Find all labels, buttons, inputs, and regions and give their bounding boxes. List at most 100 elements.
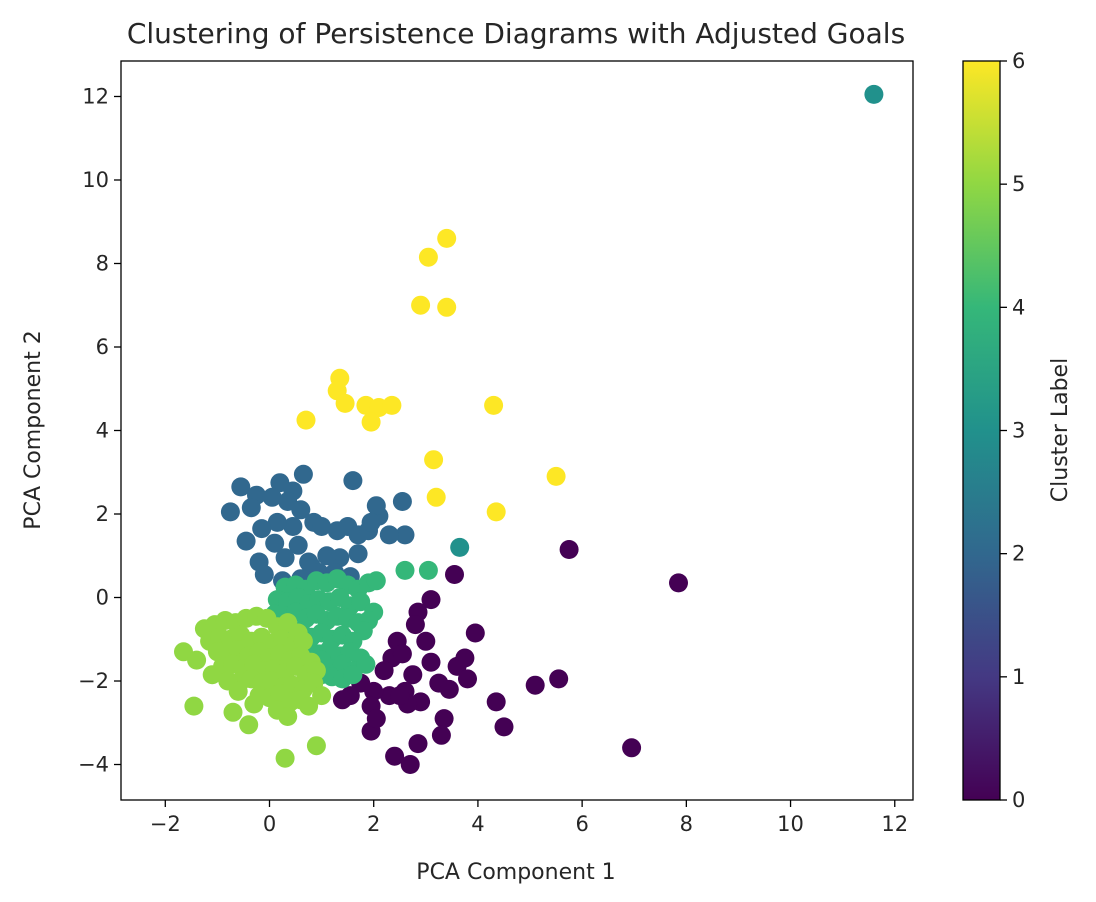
data-point	[361, 412, 381, 432]
cluster-6-points	[296, 228, 566, 522]
data-point	[421, 590, 441, 610]
colorbar-tick-label: 1	[1012, 665, 1025, 689]
data-point	[244, 694, 264, 714]
data-point	[669, 573, 688, 593]
data-point	[306, 736, 326, 756]
data-point	[184, 696, 204, 716]
x-tick-label: 6	[575, 812, 588, 836]
data-point	[291, 500, 311, 520]
data-point	[450, 537, 470, 557]
data-point	[312, 517, 332, 536]
y-tick-label: 12	[82, 84, 109, 108]
data-point	[465, 623, 485, 643]
data-point	[223, 702, 243, 722]
x-axis-label: PCA Component 1	[416, 860, 615, 885]
y-tick-label: 6	[96, 335, 109, 359]
data-point	[231, 477, 251, 497]
data-point	[622, 738, 642, 758]
data-point	[405, 615, 425, 635]
data-point	[275, 748, 295, 768]
colorbar-ticks: 0 1 2 3 4 5 6	[1000, 49, 1025, 812]
x-tick-label: −2	[150, 812, 181, 836]
x-tick-label: 4	[471, 812, 484, 836]
colorbar-tick-label: 2	[1012, 542, 1025, 566]
data-point	[484, 395, 504, 415]
data-point	[458, 669, 477, 689]
data-point	[416, 631, 436, 651]
data-point	[356, 654, 376, 674]
data-point	[392, 644, 412, 664]
data-point	[426, 487, 446, 507]
y-axis: −4 −2 0 2 4 6 8 10 12	[78, 84, 121, 777]
y-tick-label: −2	[78, 669, 109, 693]
data-point	[267, 512, 287, 532]
data-point	[431, 725, 451, 745]
data-point	[335, 393, 355, 413]
data-point	[366, 709, 386, 729]
data-point	[525, 675, 545, 695]
data-point	[366, 496, 386, 516]
data-point	[559, 540, 579, 559]
data-point	[288, 535, 308, 555]
data-point	[411, 295, 431, 315]
data-point	[374, 661, 394, 681]
data-point	[439, 679, 459, 699]
colorbar-tick-label: 3	[1012, 419, 1025, 443]
cluster-2-points	[220, 464, 415, 591]
plot-area	[174, 84, 884, 774]
cluster-5-points	[174, 606, 332, 768]
data-point	[395, 560, 415, 580]
data-point	[343, 665, 363, 685]
data-point	[379, 525, 399, 545]
chart-title: Clustering of Persistence Diagrams with …	[127, 17, 905, 50]
data-point	[486, 502, 506, 522]
colorbar-tick-label: 5	[1012, 172, 1025, 196]
data-point	[494, 717, 514, 737]
data-point	[236, 531, 256, 551]
data-point	[366, 571, 386, 591]
cluster-3-points	[450, 84, 884, 557]
data-point	[361, 512, 381, 532]
data-point	[254, 565, 274, 584]
data-point	[275, 548, 295, 568]
data-point	[390, 686, 410, 706]
data-point	[351, 592, 371, 612]
data-point	[392, 492, 412, 511]
data-point	[202, 665, 222, 685]
x-tick-label: 12	[881, 812, 908, 836]
colorbar-tick-label: 4	[1012, 295, 1025, 319]
x-tick-label: 8	[680, 812, 693, 836]
data-point	[421, 652, 441, 672]
cluster-0-points	[332, 540, 688, 774]
data-point	[403, 665, 423, 685]
data-point	[418, 247, 438, 267]
data-point	[332, 690, 352, 710]
data-point	[395, 525, 415, 545]
data-point	[262, 487, 282, 507]
data-point	[265, 533, 285, 553]
data-point	[353, 621, 373, 641]
colorbar	[962, 60, 1001, 801]
y-axis-label: PCA Component 2	[21, 330, 46, 529]
y-tick-label: 8	[96, 251, 109, 275]
y-tick-label: 2	[96, 502, 109, 526]
y-tick-label: −4	[78, 753, 109, 777]
y-tick-label: 0	[96, 586, 109, 610]
colorbar-tick-label: 0	[1012, 788, 1025, 812]
data-point	[434, 709, 454, 729]
data-point	[252, 519, 272, 539]
data-point	[220, 502, 240, 522]
data-point	[283, 517, 303, 536]
data-point	[239, 715, 259, 735]
x-tick-label: 0	[263, 812, 276, 836]
data-point	[293, 631, 313, 651]
data-point	[293, 464, 313, 484]
data-point	[343, 471, 363, 491]
colorbar-label: Cluster Label	[1048, 358, 1073, 502]
colorbar-tick-label: 6	[1012, 49, 1025, 73]
data-point	[455, 648, 475, 668]
data-point	[312, 686, 332, 706]
data-point	[187, 650, 207, 670]
